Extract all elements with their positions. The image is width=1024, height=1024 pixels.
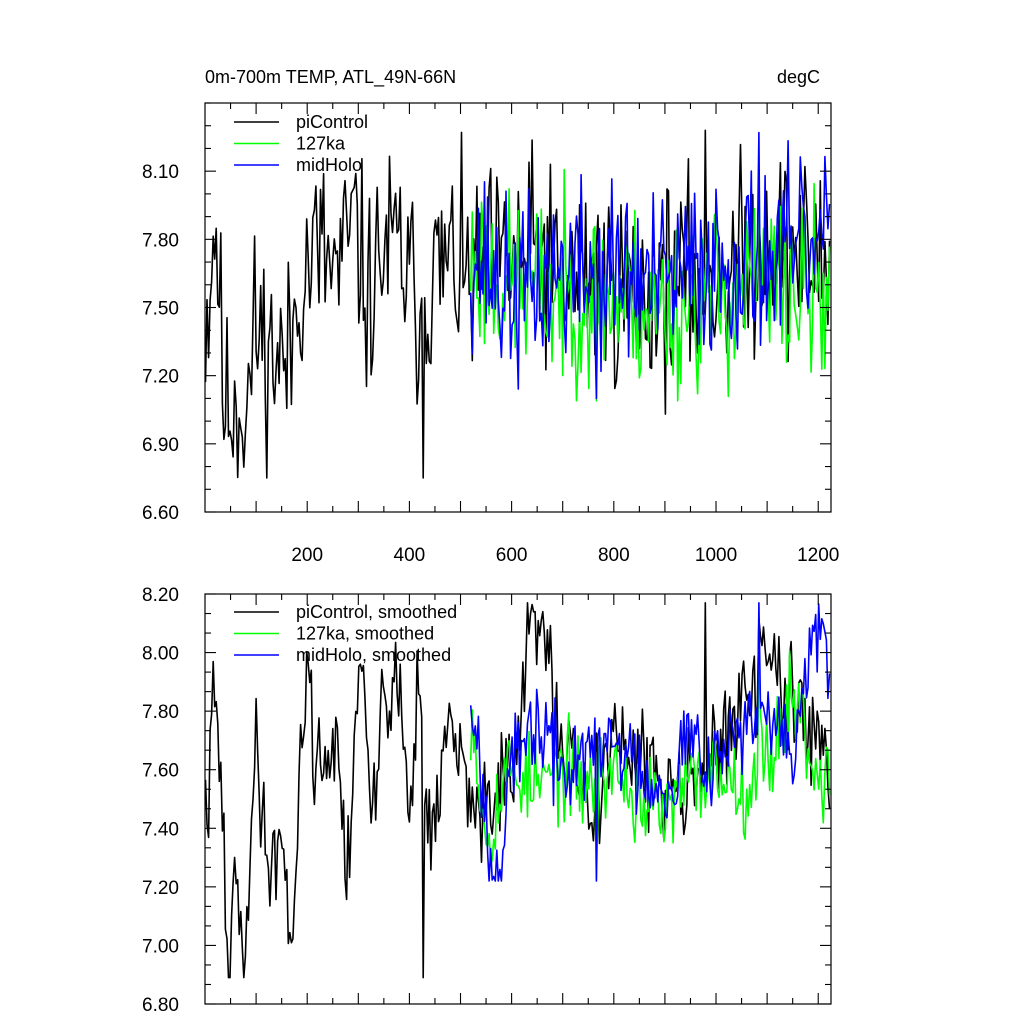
- x-tick-label: 400: [394, 545, 426, 566]
- y-tick-label: 7.50: [142, 299, 179, 320]
- top-chart-series: [204, 129, 831, 479]
- y-tick-label: 8.00: [142, 644, 179, 665]
- x-tick-label: 200: [291, 545, 323, 566]
- y-tick-label: 7.80: [142, 702, 179, 723]
- bottom-chart-axes: 6.80 7.00 7.20 7.40 7.60 7.80 8.00 8.20: [142, 585, 832, 1016]
- y-tick-label: 6.90: [142, 435, 179, 456]
- y-tick-label: 8.20: [142, 585, 179, 606]
- legend-label: piControl: [296, 112, 368, 132]
- y-tick-label: 7.20: [142, 367, 179, 388]
- top-chart-axes: 6.60 6.90 7.20 7.50 7.80 8.10 200 400 600 800 1000…: [142, 102, 839, 566]
- legend-label: midHolo, smoothed: [296, 645, 451, 665]
- top-chart-title-left: 0m-700m TEMP, ATL_49N-66N: [205, 67, 456, 88]
- series-line-midholo-smoothed: [469, 601, 831, 882]
- y-tick-label: 7.80: [142, 230, 179, 251]
- series-line-midholo: [469, 131, 831, 400]
- y-tick-label: 7.20: [142, 878, 179, 899]
- y-tick-label: 6.60: [142, 503, 179, 524]
- legend-label: piControl, smoothed: [296, 602, 457, 622]
- x-tick-label: 1200: [797, 545, 839, 566]
- top-chart-panel: 0m-700m TEMP, ATL_49N-66N degC 6.60 6.90 7…: [142, 67, 839, 566]
- legend-label: 127ka, smoothed: [296, 624, 434, 644]
- y-tick-label: 7.60: [142, 761, 179, 782]
- x-tick-label: 600: [496, 545, 528, 566]
- y-tick-label: 7.40: [142, 819, 179, 840]
- legend-label: midHolo: [296, 155, 362, 175]
- bottom-chart-panel: 6.80 7.00 7.20 7.40 7.60 7.80 8.00 8.20 piContr…: [142, 585, 832, 1016]
- y-tick-label: 7.00: [142, 936, 179, 957]
- y-tick-label: 6.80: [142, 995, 179, 1016]
- x-tick-label: 800: [598, 545, 630, 566]
- y-tick-label: 8.10: [142, 162, 179, 183]
- series-line-127ka-smoothed: [469, 640, 831, 879]
- legend-label: 127ka: [296, 134, 346, 154]
- top-chart-title-right: degC: [777, 67, 820, 87]
- x-tick-label: 1000: [695, 545, 737, 566]
- bottom-chart-series: [204, 601, 831, 979]
- plot-frame: [204, 593, 832, 1005]
